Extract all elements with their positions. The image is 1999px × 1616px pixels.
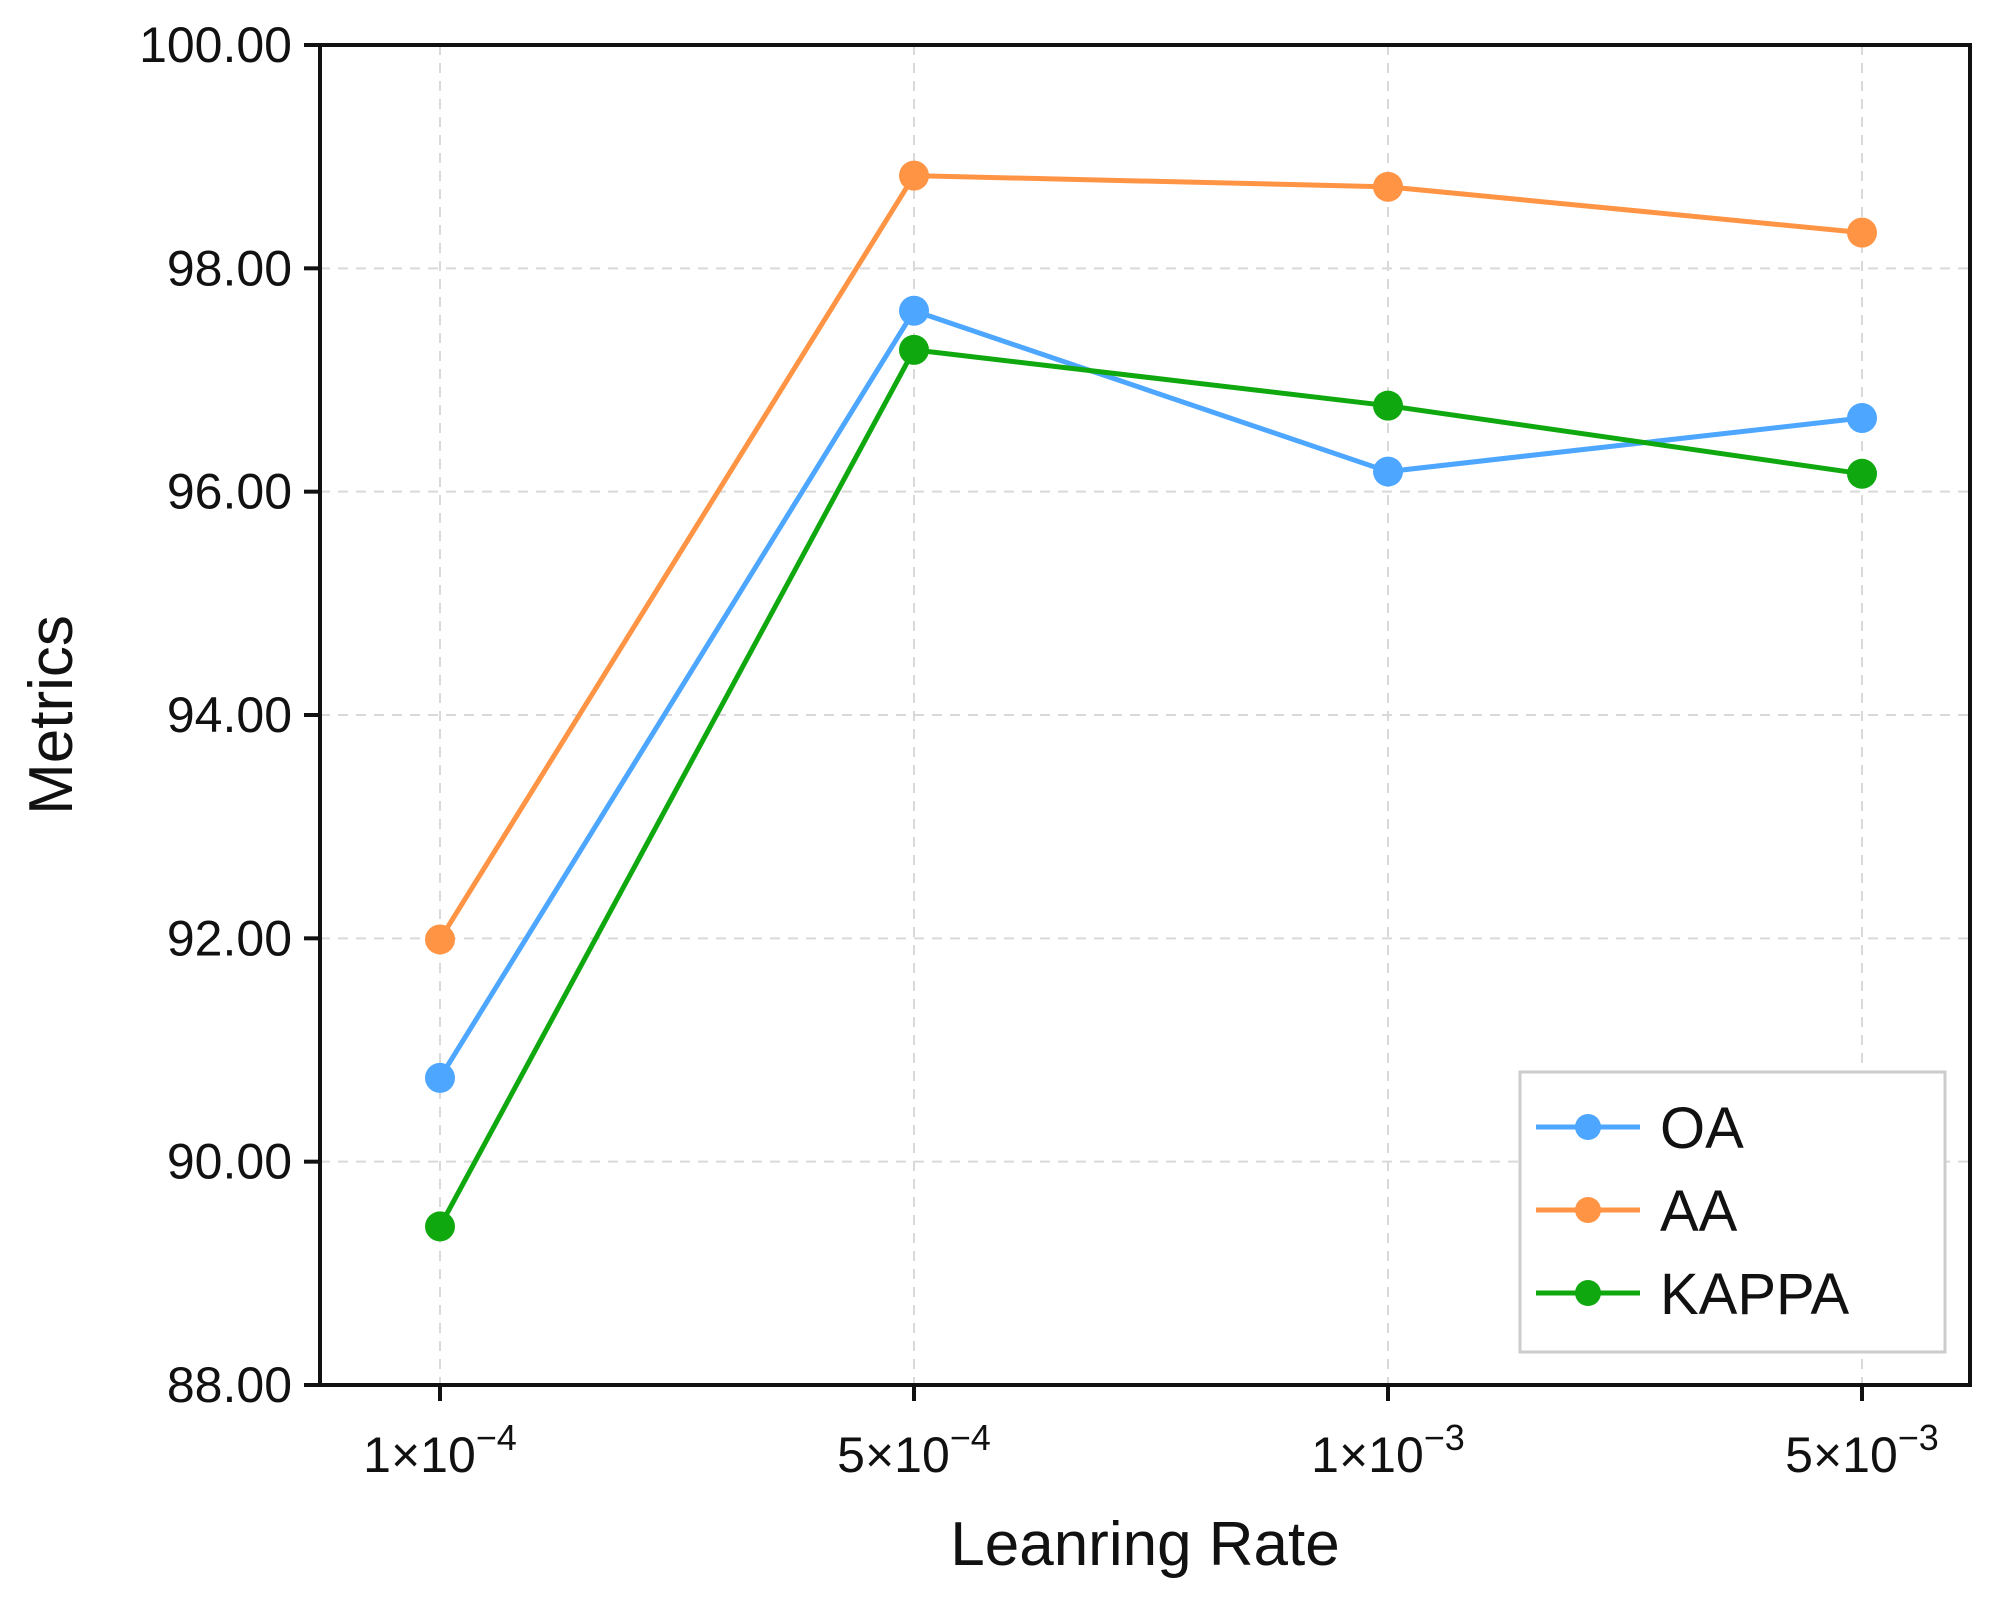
data-point bbox=[1373, 390, 1403, 421]
legend-swatch-marker bbox=[1575, 1114, 1601, 1140]
x-tick-label: 5×10−4 bbox=[837, 1417, 991, 1483]
x-tick-label: 1×10−3 bbox=[1311, 1417, 1465, 1483]
series-aa bbox=[425, 160, 1877, 955]
data-point bbox=[425, 1062, 455, 1093]
y-axis-title: Metrics bbox=[17, 615, 86, 815]
data-point bbox=[1847, 402, 1877, 433]
y-tick-label: 96.00 bbox=[167, 464, 292, 520]
x-tick-label: 1×10−4 bbox=[363, 1417, 517, 1483]
series-line bbox=[437, 308, 1863, 1080]
legend-item-aa: AA bbox=[1536, 1179, 1738, 1244]
x-axis-title: Leanring Rate bbox=[950, 1510, 1340, 1579]
legend-item-kappa: KAPPA bbox=[1536, 1262, 1849, 1327]
legend-label: OA bbox=[1660, 1096, 1744, 1161]
y-tick-label: 98.00 bbox=[167, 240, 292, 296]
legend-swatch-marker bbox=[1575, 1197, 1601, 1223]
x-tick-label: 5×10−3 bbox=[1785, 1417, 1939, 1483]
y-tick-label: 92.00 bbox=[167, 910, 292, 966]
data-point bbox=[899, 160, 929, 191]
data-point bbox=[1847, 217, 1877, 248]
series-layer bbox=[425, 160, 1877, 1242]
y-tick-label: 94.00 bbox=[167, 687, 292, 743]
data-point bbox=[1847, 458, 1877, 489]
data-point bbox=[425, 1211, 455, 1242]
series-kappa bbox=[425, 334, 1877, 1242]
legend-label: AA bbox=[1660, 1179, 1738, 1244]
legend: OA AA KAPPA bbox=[1518, 1070, 1947, 1354]
data-point bbox=[1373, 171, 1403, 202]
data-point bbox=[899, 334, 929, 365]
legend-swatch-marker bbox=[1575, 1280, 1601, 1306]
y-tick-label: 100.00 bbox=[139, 17, 292, 73]
axis-layer: 88.00 90.00 92.00 94.00 96.00 98.00 100.00 1×10… bbox=[139, 17, 1939, 1483]
series-line bbox=[437, 173, 1863, 941]
legend-item-oa: OA bbox=[1536, 1096, 1744, 1161]
data-point bbox=[1373, 456, 1403, 487]
y-tick-label: 88.00 bbox=[167, 1357, 292, 1413]
data-point bbox=[425, 924, 455, 955]
y-tick-label: 90.00 bbox=[167, 1134, 292, 1190]
data-point bbox=[899, 295, 929, 326]
series-oa bbox=[425, 295, 1877, 1093]
series-line bbox=[437, 347, 1863, 1228]
legend-label: KAPPA bbox=[1660, 1262, 1849, 1327]
